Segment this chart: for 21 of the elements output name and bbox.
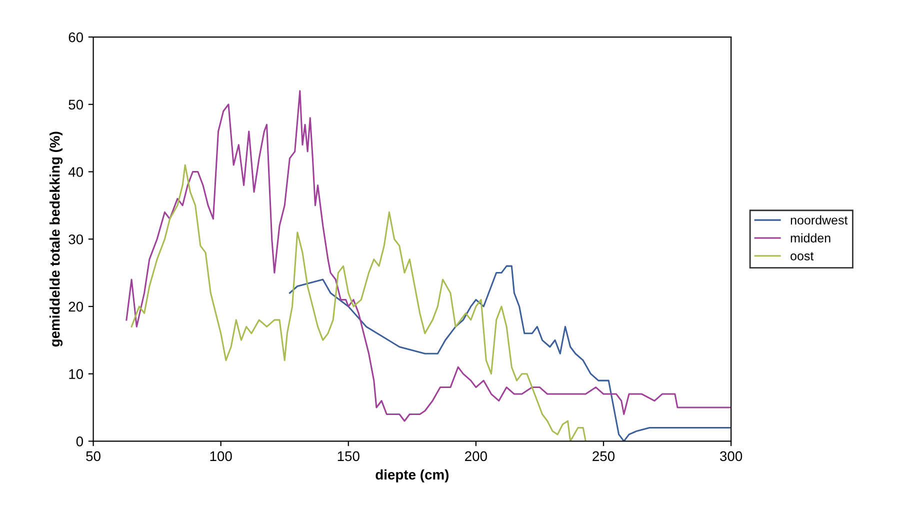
x-tick-label: 100 [210, 451, 232, 462]
x-tick-label: 50 [86, 451, 100, 462]
x-axis-title: diepte (cm) [376, 469, 449, 482]
legend-label: oost [790, 252, 814, 260]
y-tick-label: 40 [68, 167, 84, 177]
y-tick-label: 20 [68, 302, 84, 312]
y-tick-label: 50 [68, 100, 84, 110]
y-tick-label: 0 [76, 436, 84, 446]
x-tick-label: 150 [338, 451, 360, 462]
line-series [288, 265, 732, 442]
y-tick-label: 10 [69, 369, 84, 379]
x-tick-label: 200 [465, 451, 487, 462]
legend-label: noordwest [790, 215, 848, 225]
y-tick-label: 60 [68, 32, 84, 42]
legend-label: midden [790, 233, 830, 242]
x-tick-label: 250 [592, 451, 615, 462]
y-axis-title: gemiddelde totale bedekking (%) [50, 132, 63, 347]
line-series [126, 90, 732, 422]
line-series [130, 164, 586, 442]
y-tick-label: 30 [68, 234, 84, 244]
x-tick-label: 300 [720, 451, 742, 462]
